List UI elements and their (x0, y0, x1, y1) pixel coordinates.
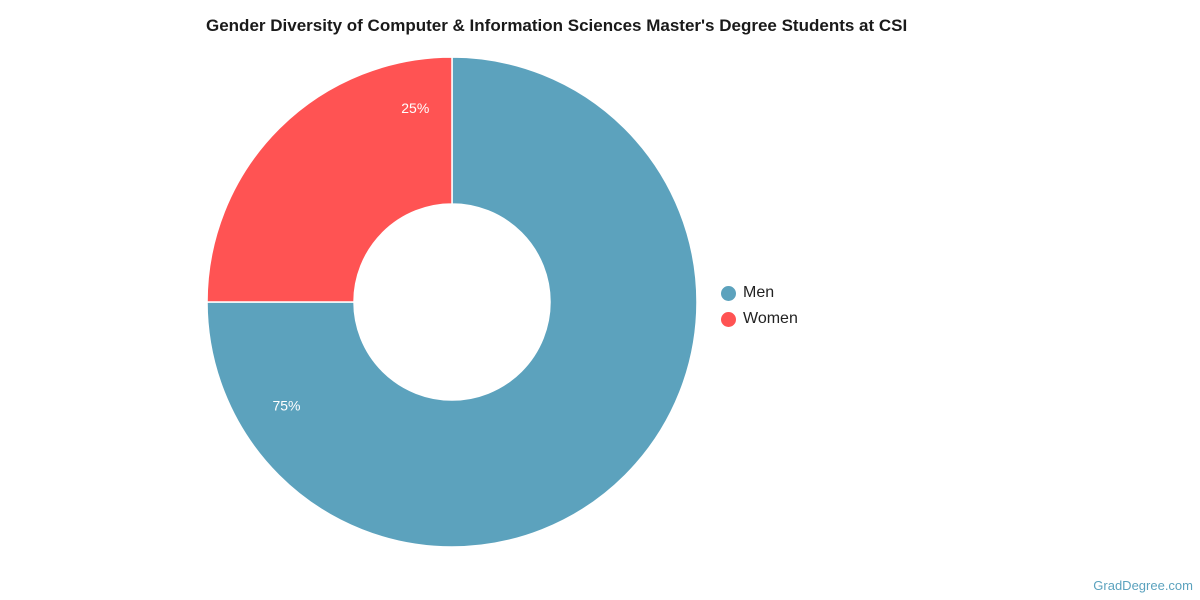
chart-legend: Men Women (721, 280, 798, 332)
chart-title: Gender Diversity of Computer & Informati… (206, 16, 908, 35)
legend-label-men: Men (743, 284, 775, 301)
slice-label-women: 25% (401, 100, 429, 116)
legend-label-women: Women (743, 310, 798, 327)
donut-slice-men[interactable] (206, 56, 698, 548)
legend-item-women[interactable]: Women (721, 306, 798, 332)
legend-swatch-women (721, 311, 736, 327)
donut-slice-women[interactable] (206, 56, 453, 303)
site-watermark[interactable]: GradDegree.com (1093, 578, 1193, 593)
legend-item-men[interactable]: Men (721, 280, 798, 306)
slice-label-men: 75% (272, 398, 300, 414)
legend-swatch-men (721, 285, 736, 301)
